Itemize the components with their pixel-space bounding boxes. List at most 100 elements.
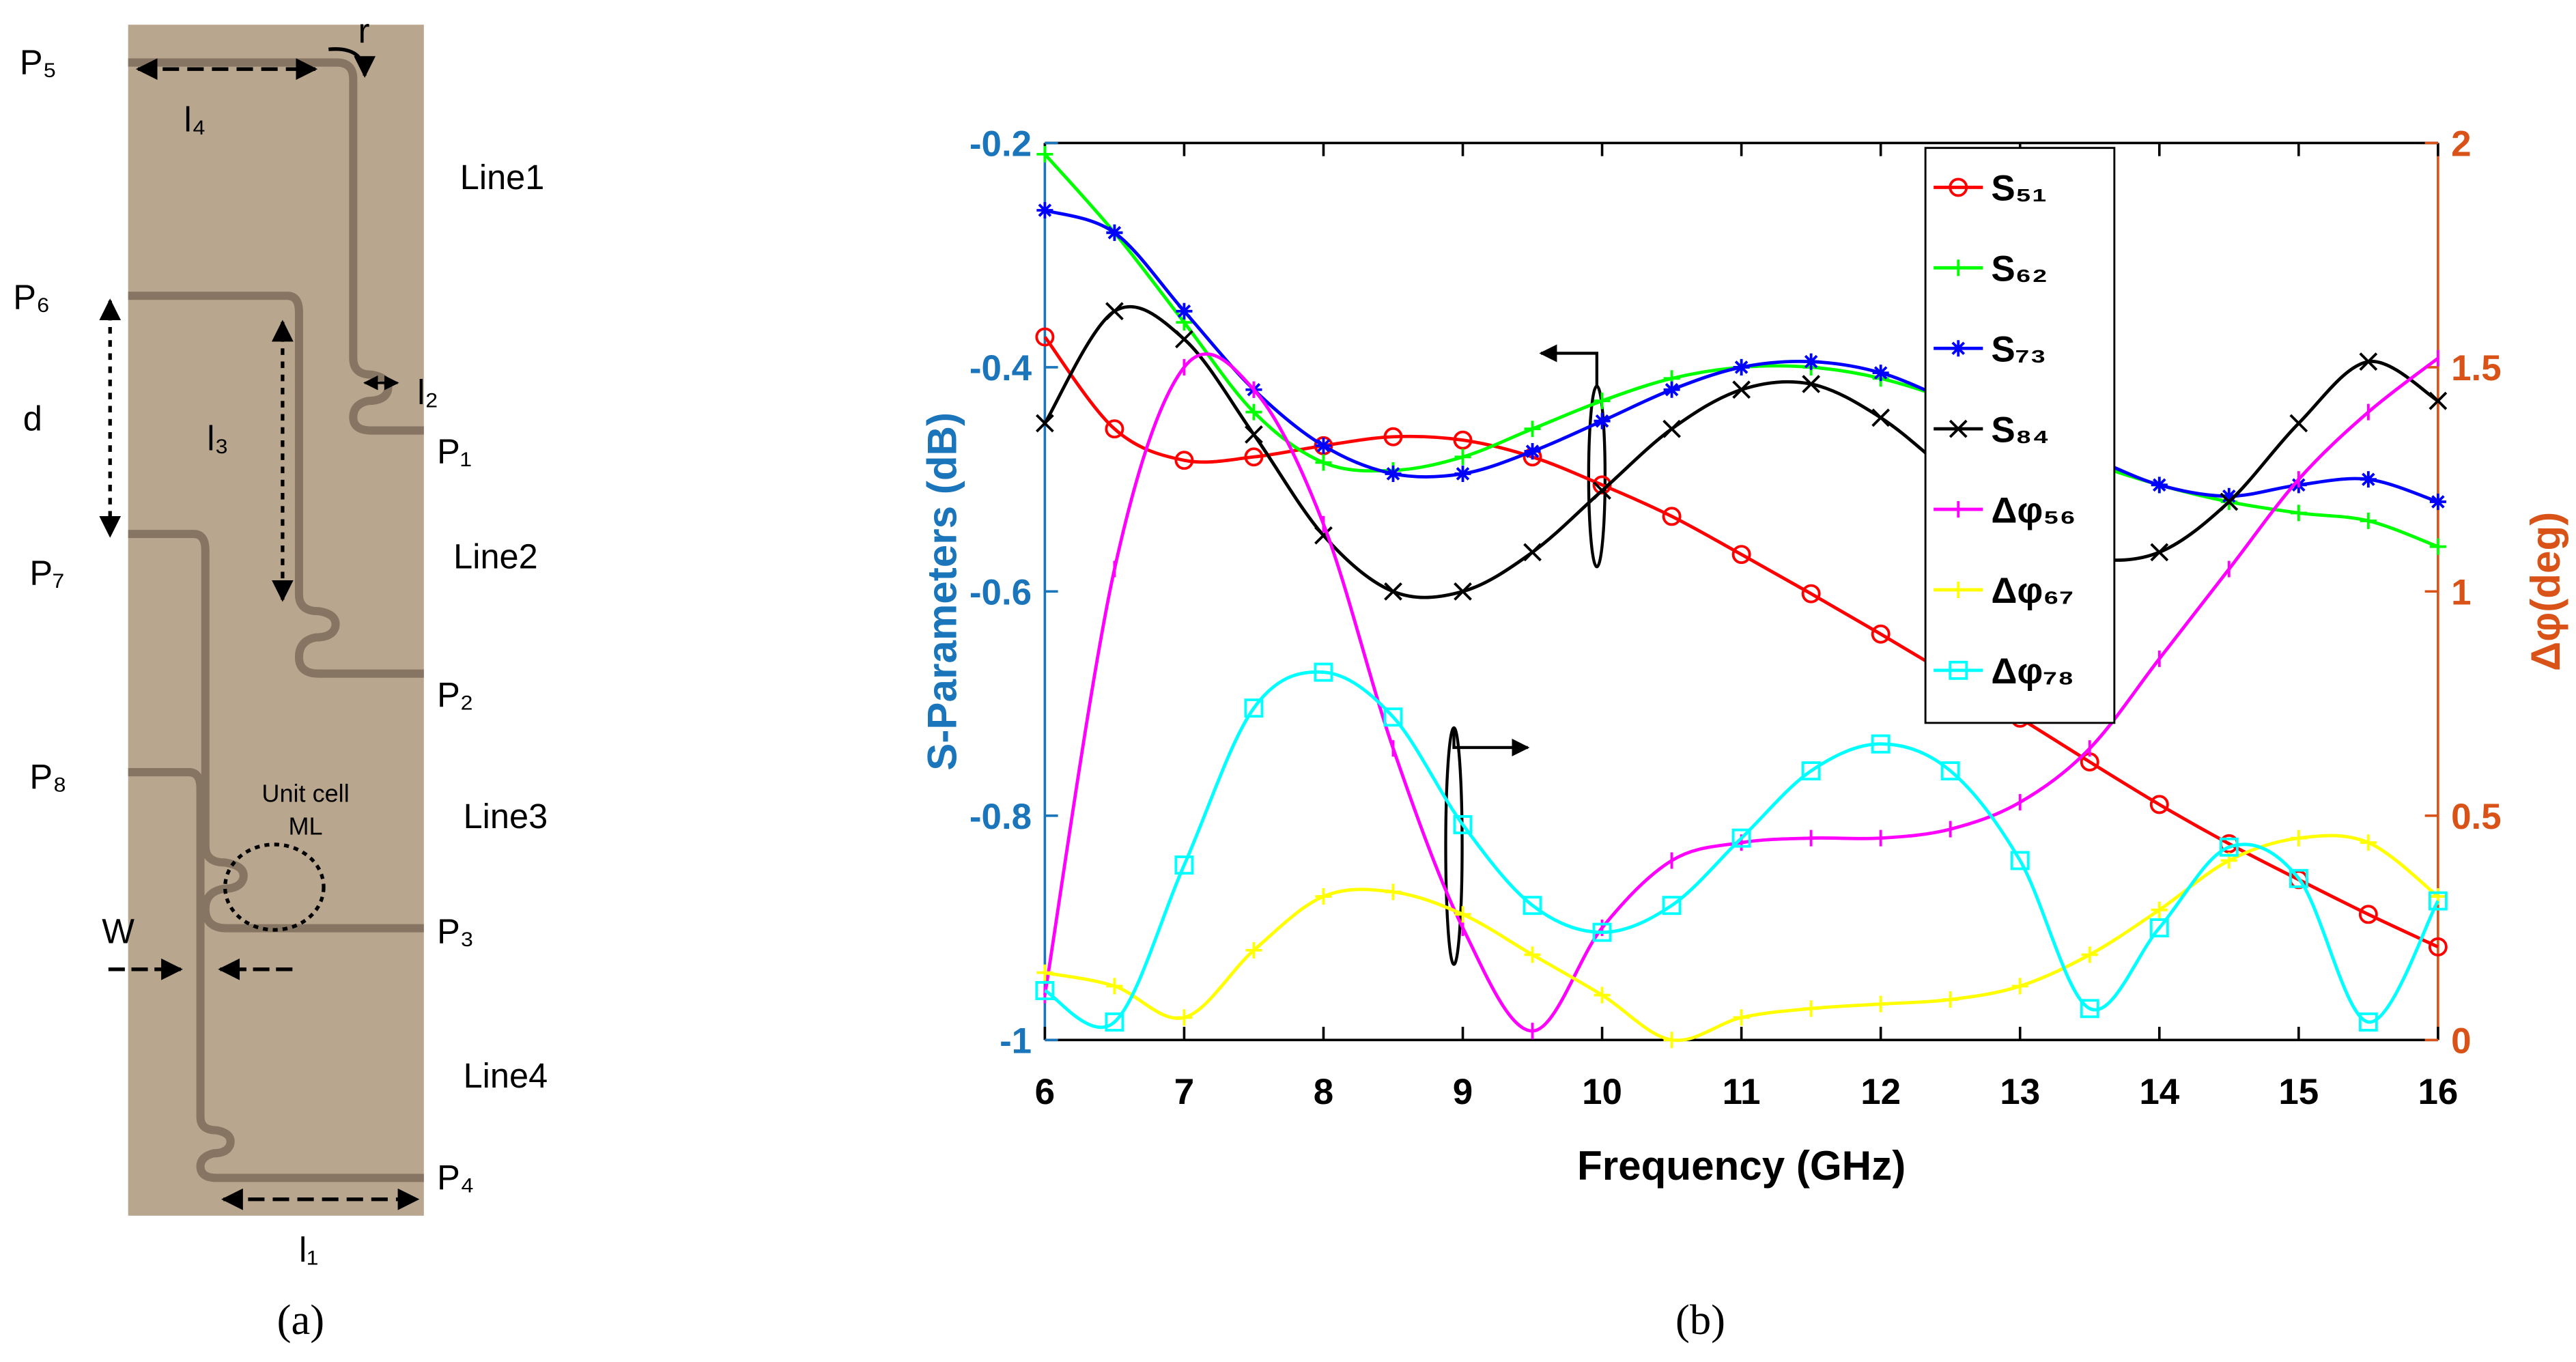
marker (2290, 505, 2307, 522)
caption: (b) (1675, 1296, 1725, 1344)
marker (1524, 946, 1541, 963)
dimension-label: l₄ (184, 100, 206, 139)
marker (1245, 425, 1263, 444)
legend-box (1924, 147, 2116, 724)
marker (1872, 995, 1889, 1012)
marker (1105, 302, 1124, 321)
marker (1733, 358, 1750, 375)
series-line (1043, 352, 2439, 1033)
marker (2149, 918, 2169, 937)
marker (1594, 987, 1611, 1004)
marker (1662, 896, 1682, 916)
marker (2220, 492, 2239, 511)
x-tick-label: 8 (1314, 1072, 1333, 1112)
microstrip-lines (128, 58, 424, 1182)
legend-label: Δφ₅₆ (1991, 490, 2076, 530)
y-tick-label: -0.6 (969, 573, 1032, 613)
legend-label: S₇₃ (1991, 329, 2046, 369)
series-line (1044, 670, 2439, 1030)
marker (2428, 937, 2448, 956)
port-label: P₇ (29, 554, 64, 593)
dimension-label: l₂ (417, 373, 438, 412)
port-label: P₆ (13, 277, 50, 316)
marker (1454, 449, 1471, 466)
marker (1036, 145, 1053, 162)
marker (1105, 419, 1124, 439)
marker (2150, 543, 2169, 562)
y2-tick-label: 0 (2451, 1021, 2471, 1062)
marker (2151, 477, 2168, 494)
marker (1315, 437, 1332, 454)
marker (1454, 906, 1471, 923)
x-tick-label: 10 (1582, 1072, 1622, 1112)
marker (1662, 419, 1681, 438)
marker (2429, 538, 2446, 555)
marker (1453, 814, 1473, 834)
marker (1801, 584, 1821, 604)
marker (1035, 414, 1054, 433)
marker (1176, 302, 1193, 320)
y2-tick-label: 1 (2451, 573, 2471, 613)
line-label: Line4 (464, 1056, 548, 1095)
marker (1245, 941, 1262, 959)
diagram-labels: P₁ P₂ P₃ P₄ P₅ P₆ P₇ P₈ Line1 Line2 Line… (13, 12, 548, 1269)
marker (1950, 259, 1967, 276)
marker (1524, 443, 1541, 460)
marker (2429, 493, 2446, 511)
marker (1176, 1009, 1193, 1026)
y2-tick-label: 2 (2451, 124, 2471, 165)
marker (1453, 430, 1473, 450)
marker (1871, 624, 1891, 644)
x-tick-label: 16 (2418, 1072, 2458, 1112)
marker (1950, 340, 1967, 357)
legend-label: Δφ₇₈ (1991, 651, 2074, 692)
marker (1315, 454, 1332, 471)
series-line (1043, 153, 2439, 548)
unit-cell-label: Unit cell (261, 779, 349, 807)
x-tick-label: 12 (1860, 1072, 1901, 1112)
marker (1035, 981, 1055, 1000)
marker (2220, 487, 2237, 505)
marker (1871, 734, 1891, 754)
marker (1802, 353, 1820, 370)
dimension-label: W (102, 911, 135, 950)
marker (1385, 465, 1402, 482)
marker (1314, 662, 1333, 682)
marker (1733, 1009, 1750, 1026)
layout-diagram: P₁ P₂ P₃ P₄ P₅ P₆ P₇ P₈ Line1 Line2 Line… (13, 12, 548, 1269)
marker (1524, 421, 1541, 438)
x-tick-label: 9 (1453, 1072, 1473, 1112)
marker (1383, 707, 1403, 727)
port-label: P₅ (20, 42, 57, 81)
y2-tick-label: 1.5 (2451, 348, 2502, 388)
marker (1035, 327, 1055, 347)
x-tick-label: 11 (1723, 1072, 1761, 1112)
marker (2358, 905, 2378, 924)
marker (1662, 507, 1682, 526)
y2-tick-label: 0.5 (2451, 797, 2502, 837)
marker (1950, 581, 1967, 598)
marker (2010, 851, 2030, 870)
marker (1245, 403, 1262, 421)
line-label: Line2 (453, 537, 538, 576)
marker (1872, 365, 1889, 382)
marker (1175, 330, 1193, 349)
marker (1663, 381, 1680, 398)
marker (2289, 414, 2308, 433)
marker (1244, 698, 1264, 718)
marker (1385, 883, 1402, 900)
port-label: P₄ (437, 1158, 474, 1197)
port-label: P₃ (437, 911, 474, 950)
marker (2080, 999, 2099, 1019)
marker (1523, 896, 1542, 916)
marker (1105, 1012, 1124, 1032)
marker (1731, 545, 1751, 565)
y-tick-label: -0.4 (969, 348, 1032, 388)
marker (1949, 660, 1968, 680)
marker (1594, 393, 1611, 410)
dimension-label: l₃ (207, 418, 229, 457)
marker (1106, 224, 1123, 241)
marker (1106, 978, 1123, 995)
marker (2358, 1012, 2378, 1032)
marker (1801, 761, 1821, 781)
